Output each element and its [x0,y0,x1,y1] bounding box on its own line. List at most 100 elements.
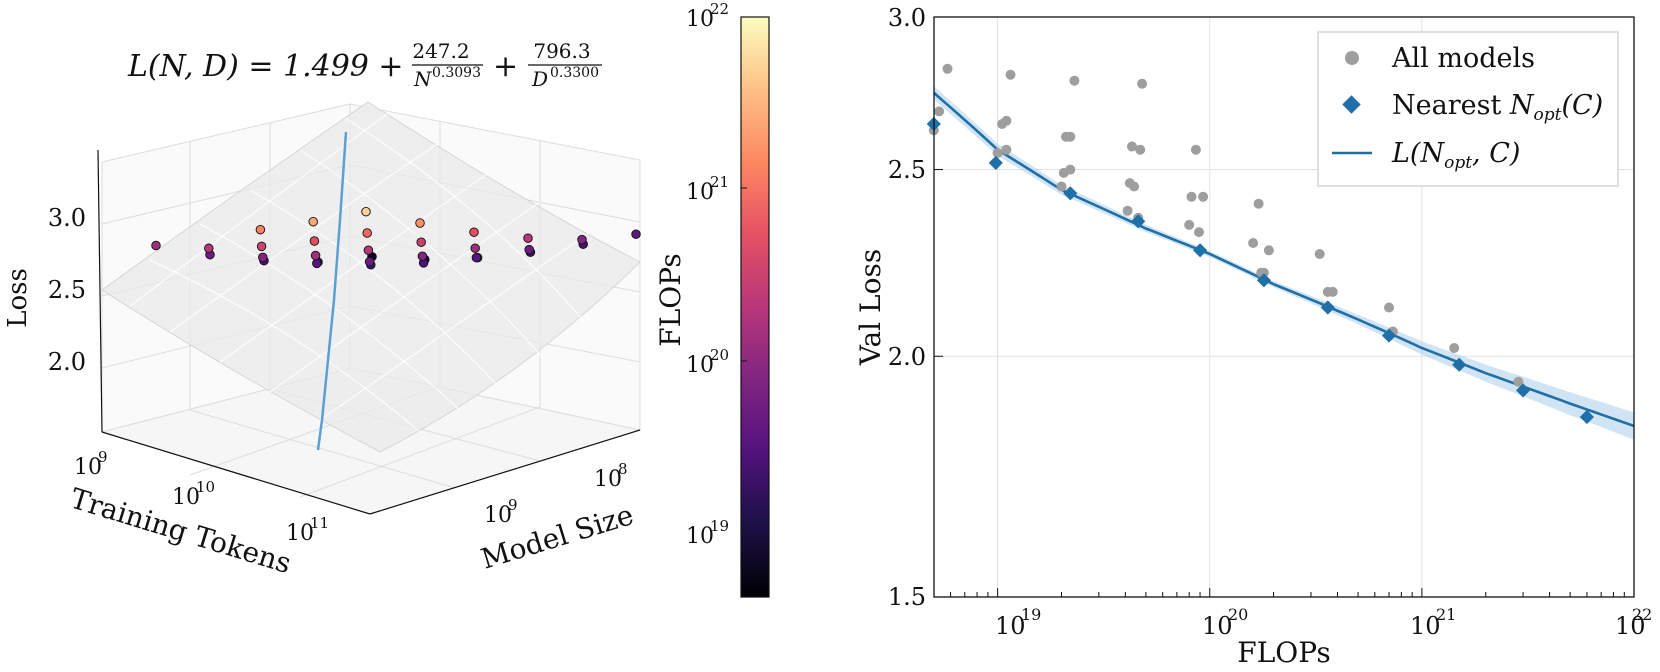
surface-points [151,206,641,270]
all-models-point [1314,249,1325,259]
x-tick-exp: 21 [1436,605,1456,624]
floor-grid [189,409,456,489]
surface-point [151,240,161,251]
legend-nearest-sub: opt [1534,105,1562,125]
legend-label-fit: L(Nopt, C) [1391,138,1520,173]
surface-point [204,243,214,254]
all-models-point [1258,267,1269,278]
formula-lhs: L(N, D) = 1.499 + [127,49,404,84]
x-tick-base: 10 [995,612,1026,640]
z-tick-label: 2.5 [48,276,86,304]
nearest-nopt-points [926,116,1594,425]
x-tick-base: 10 [1410,612,1441,640]
nearest-nopt-point [988,155,1003,170]
x-tick-exp: 22 [1632,605,1652,624]
nearest-nopt-point [1579,409,1594,425]
y-tick-exp: 9 [508,496,518,514]
y-tick-exp: 8 [618,460,628,478]
all-models-point [1513,376,1524,387]
surface-point [471,252,482,263]
x-tick-exp: 10 [196,478,215,496]
y-tick-label: 1.5 [888,583,926,611]
legend-nearest-math: N [1509,90,1535,121]
all-models-point [1186,191,1197,202]
all-models-point [1194,227,1204,238]
x-tick-exp: 11 [310,514,329,532]
z-axis-label: Loss [3,268,33,328]
z-tick-label: 3.0 [48,204,86,232]
legend-label-all-models: All models [1391,43,1535,74]
surface-point [255,224,266,235]
x-tick-1e21: 10 21 [1410,605,1456,640]
x-tick-1e9: 10 9 [74,448,108,480]
legend-nearest-text: Nearest [1392,90,1510,121]
y-tick-base: 10 [594,467,622,492]
surface-point [469,227,479,237]
surface-point [415,218,425,228]
legend: All models Nearest Nopt(C) L(Nopt, C) [1317,31,1619,187]
surface-point [416,237,426,247]
y-axis-label: Val Loss [854,249,887,366]
all-models-point [1122,205,1133,216]
nearest-nopt-point [1381,328,1397,343]
x-tick-base: 10 [74,455,102,480]
all-models-point [1005,69,1016,80]
colorbar-tick-1e21: 10 21 [686,173,747,205]
all-models-point [1253,198,1264,209]
all-models-point [1065,164,1076,175]
all-models-point [1327,286,1338,297]
surface-point [258,252,268,263]
all-models-point [1127,141,1137,152]
y-tick-label: 3.0 [888,4,926,32]
surface-point [312,258,322,269]
surface-point [309,236,320,246]
colorbar-tick-1e19: 10 19 [686,517,747,549]
formula-num1: 247.2 [412,39,469,63]
x-tick-base: 10 [1615,612,1646,640]
loss-surface [101,101,641,453]
formula-den2: D [531,67,548,91]
all-models-point [1065,131,1076,142]
formula-num2: 796.3 [533,39,590,63]
x-tick-base: 10 [172,485,200,510]
legend-fit-sub: opt [1444,153,1472,173]
colorbar-tick-base: 10 [686,524,714,549]
surface-point [256,241,267,252]
legend-circle-marker [1345,51,1359,65]
surface-point [363,245,374,255]
all-models-point [1190,144,1201,155]
x-tick-base: 10 [1202,612,1233,640]
box-edges [97,149,641,515]
nearest-nopt-point [1193,243,1208,258]
surface-panel: L(N, D) = 1.499 + 247.2 N 0.3093 + 796.3… [3,39,642,580]
x-tick-exp: 19 [1021,605,1041,624]
all-models-point [1263,245,1274,256]
formula-exp1: 0.3093 [432,65,481,81]
surface-point [631,229,641,239]
nearest-nopt-point [1516,383,1531,398]
x-tick-base: 10 [286,521,314,546]
colorbar-tick-exp: 20 [710,346,729,364]
colorbar-tick-base: 10 [686,180,714,205]
all-models-point [1001,115,1012,126]
surface-mesh [129,111,591,433]
all-models-point [1198,191,1209,202]
y-tick-base: 10 [484,503,512,528]
all-models-point [1069,75,1080,86]
x-tick-1e11: 10 11 [286,514,329,546]
colorbar-tick-1e20: 10 20 [686,346,747,378]
surface-point [523,233,533,243]
formula-fraction-2: 796.3 D 0.3300 [528,39,602,91]
scaling-panel: 1.5 2.0 2.5 3.0 Val Loss 10 19 10 20 10 … [854,4,1652,669]
x-tick-1e20: 10 20 [1202,605,1248,640]
all-models-point [1129,181,1140,192]
all-models-point [1137,78,1148,89]
x-tick-1e10: 10 10 [172,478,215,510]
formula-plus: + [493,49,518,84]
all-models-point [1135,144,1146,155]
nearest-nopt-point [1452,357,1467,372]
formula-den1: N [413,67,433,91]
x-tick-exp: 20 [1228,605,1248,624]
y-axis-line [369,429,641,515]
